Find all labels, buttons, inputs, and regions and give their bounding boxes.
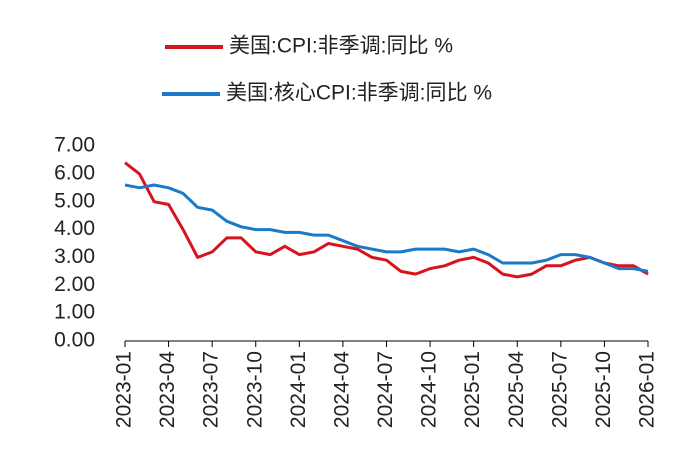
x-tick-label: 2025-04 (505, 351, 528, 428)
x-tick-label: 2024-07 (374, 351, 397, 428)
x-tick-label: 2023-04 (156, 351, 179, 428)
legend-label: 美国:核心CPI:非季调:同比 % (226, 82, 492, 105)
series-line (124, 161, 649, 279)
x-tick-label: 2023-10 (243, 351, 266, 428)
y-tick-label: 2.00 (54, 273, 95, 296)
y-tick-label: 4.00 (54, 217, 95, 240)
x-tick-label: 2024-04 (330, 351, 353, 428)
x-tick-label: 2025-10 (592, 351, 615, 428)
x-tick-label: 2024-01 (287, 351, 310, 428)
x-tick-label: 2024-10 (418, 351, 441, 428)
y-tick-label: 1.00 (54, 301, 95, 324)
x-tick-label: 2026-01 (636, 351, 659, 428)
legend-label: 美国:CPI:非季调:同比 % (229, 35, 453, 58)
x-tick-label: 2025-01 (461, 351, 484, 428)
x-tick-label: 2025-07 (548, 351, 571, 428)
y-tick-label: 7.00 (54, 134, 95, 157)
y-tick-label: 5.00 (54, 189, 95, 212)
series-line (124, 183, 649, 273)
y-tick-label: 0.00 (54, 329, 95, 352)
y-tick-label: 3.00 (54, 245, 95, 268)
x-tick-label: 2023-01 (113, 351, 136, 428)
y-tick-label: 6.00 (54, 161, 95, 184)
x-tick-label: 2023-07 (200, 351, 223, 428)
